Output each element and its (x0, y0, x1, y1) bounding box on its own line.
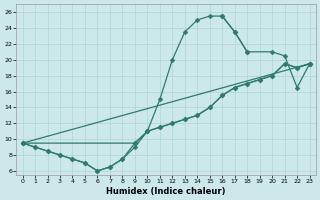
X-axis label: Humidex (Indice chaleur): Humidex (Indice chaleur) (106, 187, 226, 196)
